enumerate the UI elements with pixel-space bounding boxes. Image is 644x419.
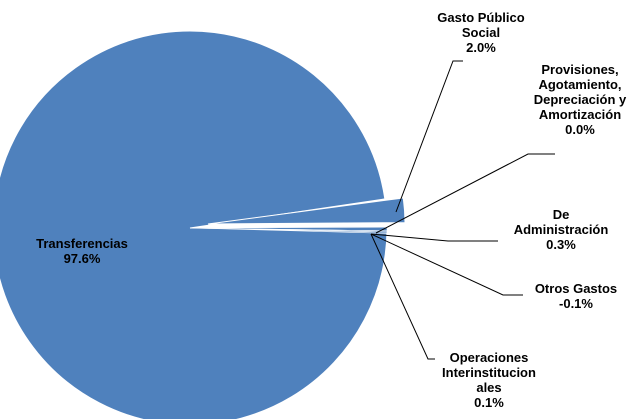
slice-label-6: Operaciones Interinstitucion ales 0.1% xyxy=(442,350,536,410)
leader-lines xyxy=(370,60,555,360)
leader-line-6 xyxy=(370,233,435,360)
slice-label-3: Provisiones, Agotamiento, Depreciación y Am… xyxy=(534,62,627,137)
slice-label-4: De Administración 0.3% xyxy=(514,207,609,252)
pie-slice-transferencias xyxy=(0,30,388,419)
leader-line-2 xyxy=(395,60,463,213)
slice-labels: Transferencias 97.6% Gasto Público Social 2.… xyxy=(36,10,627,410)
pie-slice-gasto-publico-social xyxy=(207,197,406,225)
pie-slice-6 xyxy=(189,227,388,234)
leader-line-5 xyxy=(370,233,523,296)
slice-label-2: Gasto Público Social 2.0% xyxy=(437,10,524,55)
pie-slices xyxy=(0,30,406,419)
slice-label-1: Transferencias 97.6% xyxy=(36,236,128,266)
slice-label-5: Otros Gastos -0.1% xyxy=(535,281,617,311)
leader-line-4 xyxy=(370,233,498,242)
leader-line-3 xyxy=(375,153,555,234)
